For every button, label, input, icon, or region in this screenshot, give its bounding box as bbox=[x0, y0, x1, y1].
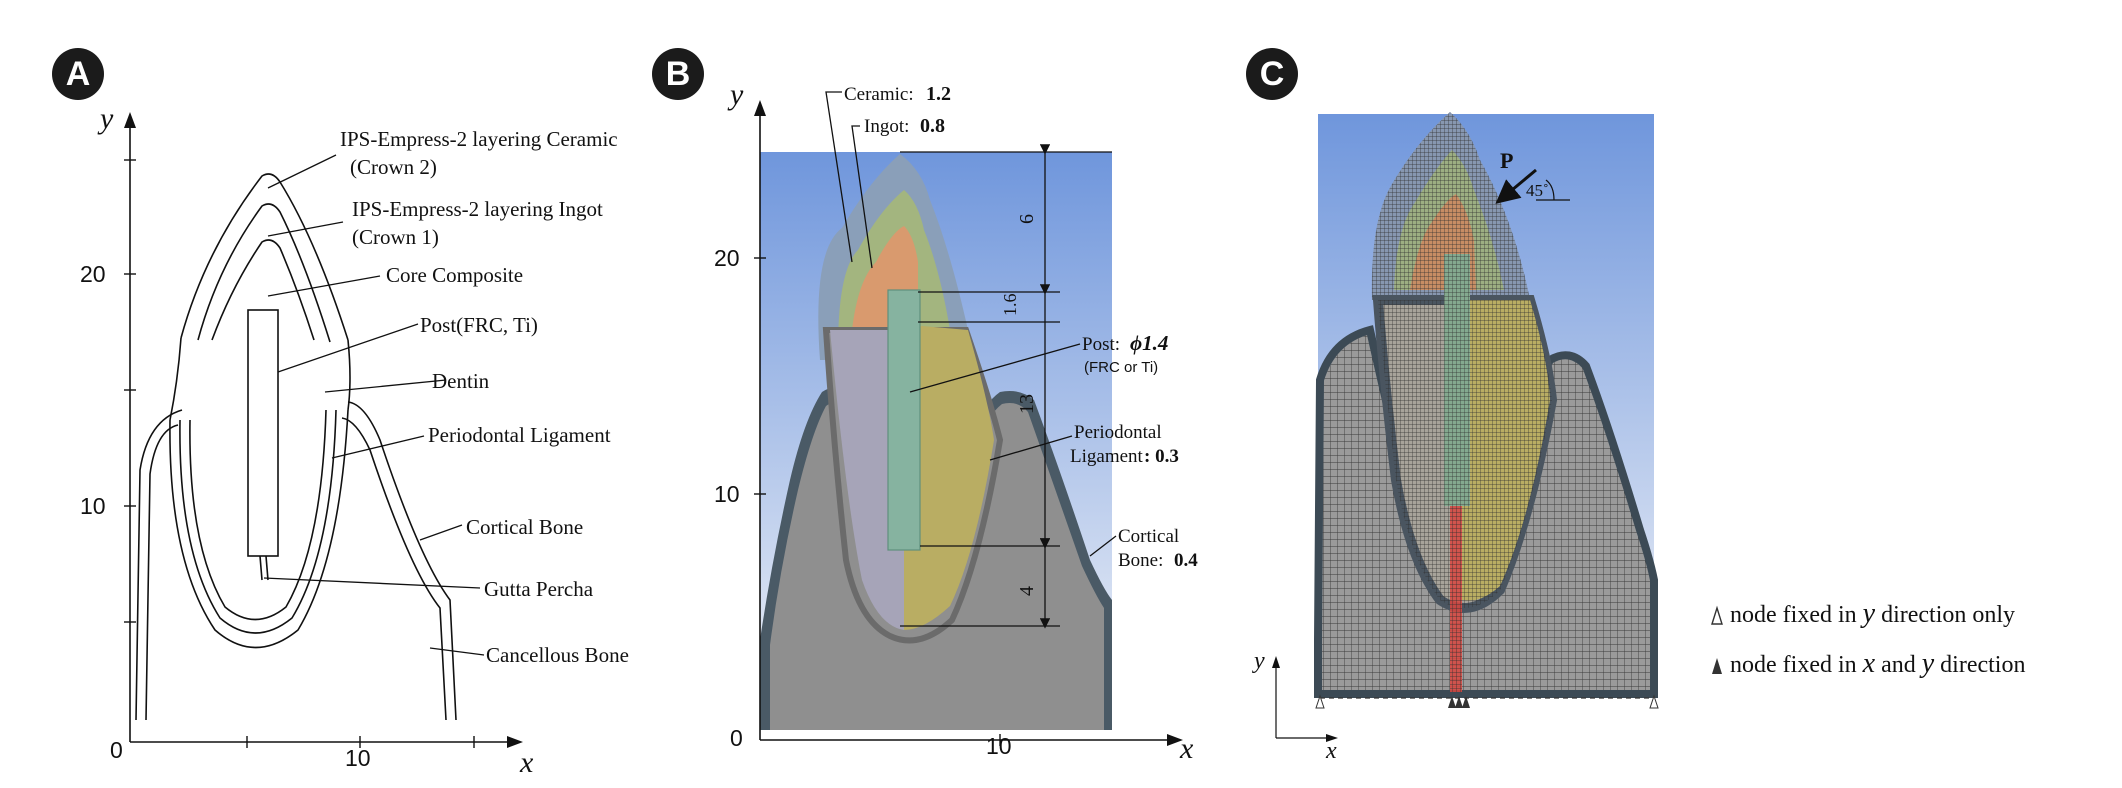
panel-b-post bbox=[887, 289, 921, 551]
label-crown2-line1: IPS-Empress-2 layering Ceramic bbox=[340, 127, 618, 151]
legend-row1-prefix: node fixed in bbox=[1730, 602, 1857, 628]
label-cortical-bone: Cortical Bone bbox=[466, 515, 583, 539]
legend-row2-and: and bbox=[1881, 652, 1916, 678]
panel-c: P 45˚ y x bbox=[1252, 112, 1723, 764]
panel-c-load-arrow bbox=[1495, 168, 1537, 204]
label-ingot-value: 0.8 bbox=[920, 115, 945, 137]
panel-badge-c: C bbox=[1246, 48, 1298, 100]
dim-core-gap: 1.6 bbox=[1000, 294, 1020, 317]
legend-row2-var1: x bbox=[1862, 648, 1876, 679]
label-crown2-line2: (Crown 2) bbox=[350, 155, 437, 179]
legend-open-triangle-icon bbox=[1711, 605, 1723, 625]
panel-b-xtick-10: 10 bbox=[986, 733, 1012, 759]
label-cortical-line2: Bone: bbox=[1118, 550, 1163, 571]
panel-c-x-label: x bbox=[1325, 738, 1337, 764]
panel-a-ytick-10: 10 bbox=[80, 493, 106, 519]
panel-a-y-label: y bbox=[97, 102, 114, 135]
panel-c-load-label: P bbox=[1500, 148, 1513, 173]
panel-a-xtick-0: 0 bbox=[110, 737, 123, 763]
panel-b-ytick-10: 10 bbox=[714, 481, 740, 507]
panel-b-dimension-lines bbox=[825, 91, 1117, 629]
label-pdl-value: : 0.3 bbox=[1144, 446, 1179, 467]
dim-post-length: 13 bbox=[1016, 394, 1038, 414]
label-cortical-line1: Cortical bbox=[1118, 526, 1179, 547]
panel-b-y-label: y bbox=[727, 78, 744, 111]
label-ceramic: Ceramic: bbox=[844, 84, 914, 105]
panel-a: 20 10 0 10 y x bbox=[80, 102, 629, 779]
label-post-material: (FRC or Ti) bbox=[1084, 359, 1158, 376]
panel-badge-b: B bbox=[652, 48, 704, 100]
legend-row2-var2: y bbox=[1921, 648, 1935, 679]
panel-a-tooth-outline bbox=[135, 173, 457, 721]
panel-a-x-label: x bbox=[519, 746, 534, 779]
label-post: Post(FRC, Ti) bbox=[420, 313, 538, 337]
label-cancellous-bone: Cancellous Bone bbox=[486, 643, 629, 667]
panel-b-x-label: x bbox=[1179, 732, 1194, 765]
panel-b: 20 10 0 10 y x 6 1.6 13 4 Ceramic: bbox=[714, 78, 1198, 765]
legend-row1-suffix: direction only bbox=[1881, 602, 2016, 628]
legend-row2-prefix: node fixed in bbox=[1730, 652, 1857, 678]
label-crown1-line1: IPS-Empress-2 layering Ingot bbox=[352, 197, 603, 221]
label-crown1-line2: (Crown 1) bbox=[352, 225, 439, 249]
label-gutta-percha: Gutta Percha bbox=[484, 577, 594, 601]
dim-crown-height: 6 bbox=[1016, 214, 1038, 224]
panel-c-y-label: y bbox=[1252, 648, 1265, 674]
label-periodontal-ligament: Periodontal Ligament bbox=[428, 423, 611, 447]
label-pdl-line1: Periodontal bbox=[1074, 422, 1162, 443]
dim-apical-length: 4 bbox=[1016, 586, 1038, 596]
label-post-b: Post: bbox=[1082, 334, 1120, 355]
label-ingot: Ingot: bbox=[864, 116, 909, 137]
legend-row1-var: y bbox=[1862, 598, 1876, 629]
legend-row2-suffix: direction bbox=[1940, 652, 2026, 678]
label-ceramic-value: 1.2 bbox=[926, 83, 951, 105]
panel-a-ytick-20: 20 bbox=[80, 261, 106, 287]
legend-row-y-only: node fixed in y direction only bbox=[1730, 598, 2015, 630]
panel-c-angle-label: 45˚ bbox=[1526, 181, 1549, 200]
label-pdl-line2: Ligament bbox=[1070, 446, 1144, 467]
legend-row-xy: node fixed in x and y direction bbox=[1730, 648, 2025, 680]
panel-a-xtick-10: 10 bbox=[345, 745, 371, 771]
panel-badge-a: A bbox=[52, 48, 104, 100]
panel-a-leaders bbox=[263, 154, 485, 656]
label-dentin: Dentin bbox=[432, 369, 490, 393]
label-cortical-value: 0.4 bbox=[1174, 550, 1198, 571]
panel-b-ytick-0: 0 bbox=[730, 725, 743, 751]
label-core-composite: Core Composite bbox=[386, 263, 523, 287]
label-post-diameter: ϕ1.4 bbox=[1130, 331, 1168, 355]
panel-b-ytick-20: 20 bbox=[714, 245, 740, 271]
legend-filled-triangle-icon bbox=[1712, 658, 1722, 674]
panel-c-post-mesh bbox=[1444, 254, 1470, 506]
